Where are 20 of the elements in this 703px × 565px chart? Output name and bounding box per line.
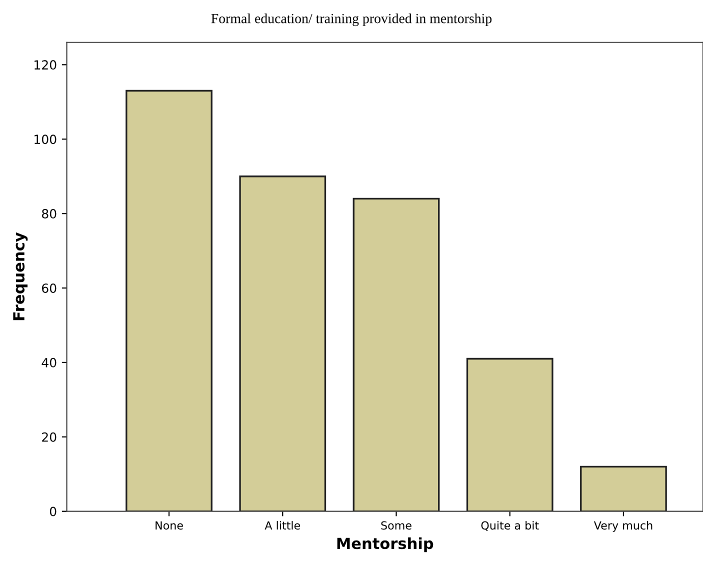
y-axis-title: Frequency — [13, 232, 28, 320]
bar — [352, 198, 440, 512]
y-tick-label: 40 — [42, 358, 56, 368]
x-tick-label: None — [156, 521, 183, 530]
x-tick-label: Very much — [594, 521, 652, 532]
bar — [466, 358, 554, 512]
y-tick-label: 0 — [50, 506, 56, 516]
chart-title: Formal education/ training provided in mentorship — [211, 13, 492, 26]
x-tick-label: A little — [264, 521, 300, 530]
y-tick-label: 20 — [42, 432, 56, 442]
x-axis-title: Mentorship — [337, 537, 434, 552]
y-tick-label: 100 — [34, 134, 56, 144]
bar — [580, 466, 667, 512]
y-tick-label: 80 — [42, 209, 56, 219]
x-tick-label: Some — [381, 521, 412, 530]
y-tick-label: 60 — [42, 283, 56, 293]
bar — [126, 90, 212, 512]
x-tick-label: Quite a bit — [481, 521, 539, 531]
bar — [239, 176, 326, 512]
y-tick-label: 120 — [34, 60, 56, 70]
